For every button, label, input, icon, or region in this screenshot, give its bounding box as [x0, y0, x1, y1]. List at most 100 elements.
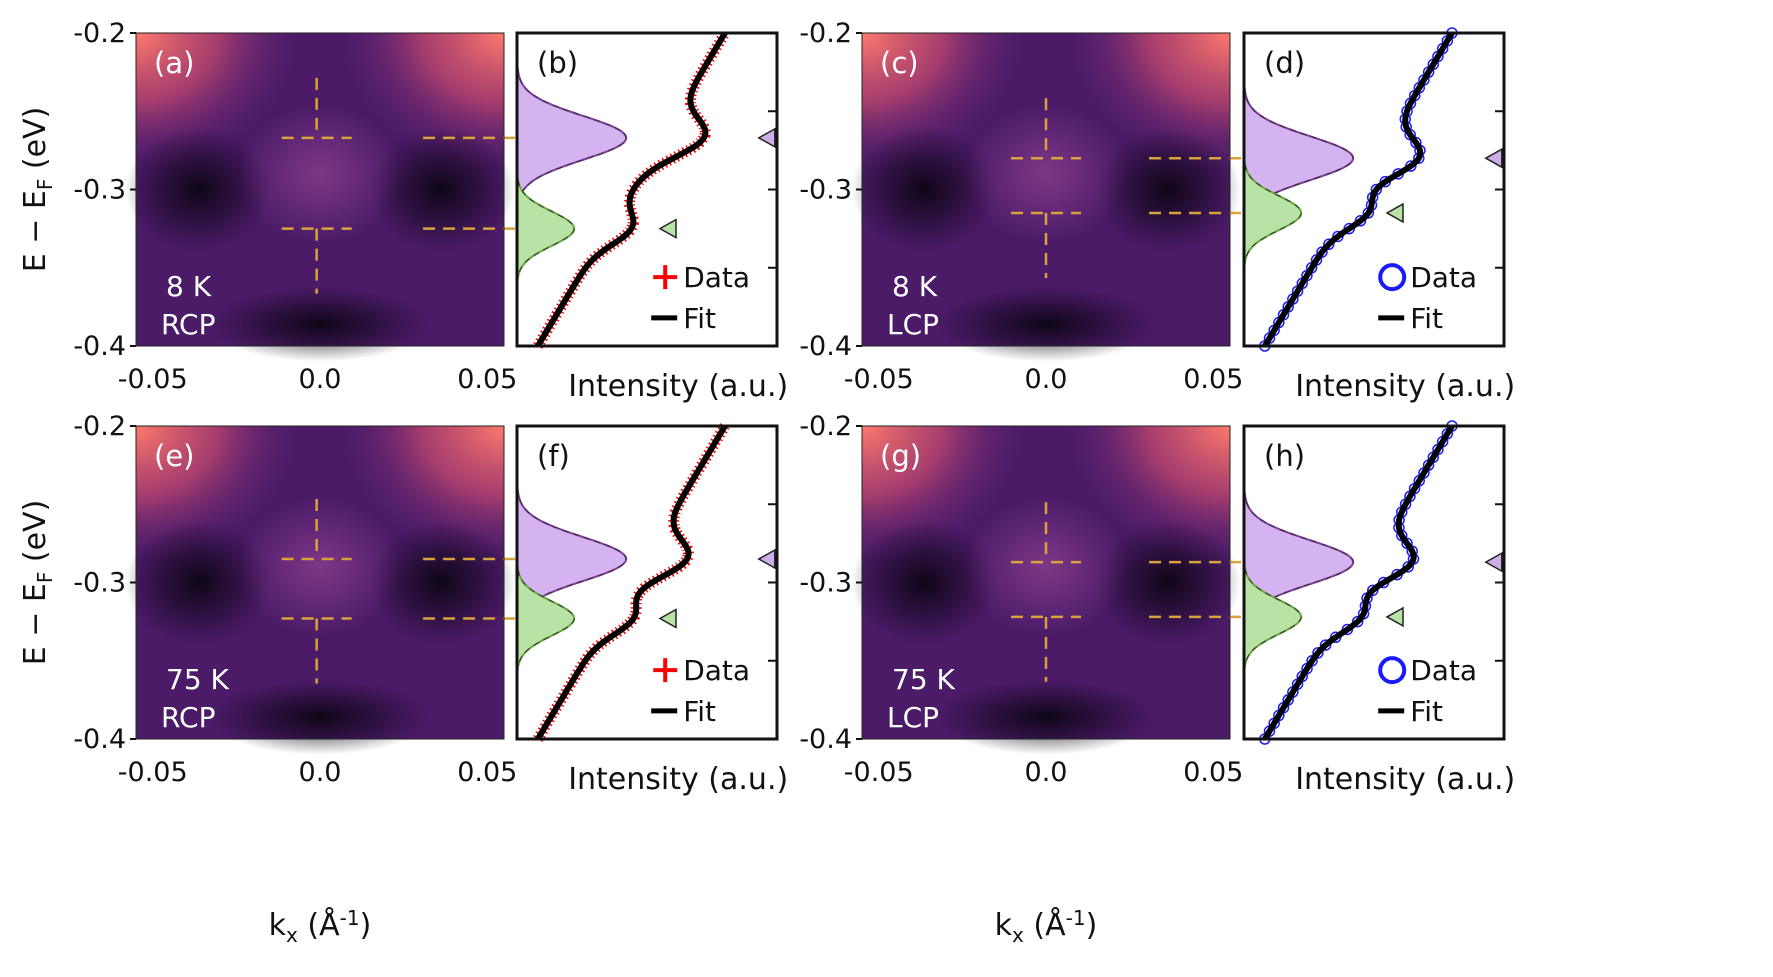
y-tick-label: -0.2 [73, 18, 126, 49]
y-tick-label: -0.2 [799, 411, 852, 442]
y-tick-label: -0.3 [799, 175, 852, 206]
legend-fit-label: Fit [1410, 302, 1443, 335]
peak-triangle-marker [658, 608, 677, 629]
band-crossing-glow [239, 497, 401, 636]
green-peak-fill [517, 548, 575, 689]
dark-region-left [124, 126, 273, 253]
band-crossing-glow [965, 104, 1127, 243]
edc-panel: (h) Data Fit Intensity (a.u.) [1242, 420, 1515, 797]
band-crossing-glow [239, 104, 401, 243]
purple-peak-fill [517, 67, 627, 209]
heatmap-panel: (c) 8 K LCP -0.2 -0.3 -0.4-0.05 0.0 0.05 [799, 18, 1350, 395]
y-axis-title: E − EF (eV) [18, 107, 57, 273]
x-tick-label: -0.05 [844, 364, 914, 395]
y-axis-title: E − EF (eV) [18, 500, 57, 666]
peak-triangle-marker [1484, 147, 1503, 169]
peak-triangle-marker [1385, 202, 1404, 224]
legend-fit-label: Fit [683, 302, 716, 335]
peak-triangle-marker [757, 548, 776, 570]
x-axis-title-intensity: Intensity (a.u.) [1295, 369, 1515, 404]
purple-peak-fill [517, 488, 627, 630]
data-marker [1323, 238, 1335, 251]
dark-region-left [850, 126, 999, 253]
green-peak-fill [517, 158, 575, 300]
fit-line [1262, 424, 1455, 741]
polarization-label: LCP [887, 701, 939, 734]
edc-panel: (f) Data Fit Intensity (a.u.) [515, 423, 788, 797]
legend-fit-label: Fit [683, 695, 716, 728]
y-tick-label: -0.2 [799, 18, 852, 49]
band-crossing-glow [965, 497, 1127, 636]
dark-region-left [850, 519, 999, 646]
x-axis-title: kx (Å-1) [269, 906, 372, 947]
y-tick-label: -0.4 [799, 724, 852, 755]
panel-label: (c) [880, 46, 919, 80]
x-tick-label: 0.05 [1183, 757, 1243, 788]
panel-label: (f) [537, 439, 570, 473]
legend-data-marker [1378, 656, 1407, 685]
panel-label: (h) [1264, 439, 1305, 473]
legend-data-label: Data [683, 261, 750, 294]
temperature-label: 75 K [166, 663, 230, 696]
peak-triangle-marker [1484, 551, 1503, 573]
x-axis-title-intensity: Intensity (a.u.) [568, 369, 788, 404]
x-tick-label: 0.05 [457, 364, 517, 395]
legend-data-marker [1378, 263, 1407, 292]
heatmap-panel: (e) 75 K RCP -0.2 -0.3 -0.4-0.05 0.0 0.05 [73, 411, 624, 788]
panel-label: (a) [154, 46, 194, 80]
y-tick-label: -0.3 [73, 568, 126, 599]
legend-data-label: Data [683, 654, 750, 687]
data-marker [1402, 561, 1414, 573]
y-tick-label: -0.3 [73, 175, 126, 206]
legend-data-label: Data [1410, 261, 1477, 294]
y-tick-label: -0.3 [799, 568, 852, 599]
y-tick-label: -0.4 [73, 331, 126, 362]
polarization-label: RCP [161, 308, 216, 341]
x-tick-label: 0.0 [1025, 757, 1068, 788]
fit-line [1262, 31, 1455, 348]
x-tick-label: 0.0 [1025, 364, 1068, 395]
polarization-label: LCP [887, 308, 939, 341]
fit-line [535, 424, 728, 741]
dark-region-left [124, 519, 273, 646]
x-axis-title: kx (Å-1) [995, 906, 1098, 947]
dark-region-right [1093, 126, 1242, 253]
panel-label: (g) [880, 439, 921, 473]
data-marker [1319, 639, 1332, 651]
dark-region-bottom [209, 679, 431, 755]
x-axis-title-intensity: Intensity (a.u.) [1295, 762, 1515, 797]
fit-line [535, 31, 728, 348]
peak-triangle-marker [1385, 606, 1404, 628]
panel-label: (e) [154, 439, 194, 473]
x-tick-label: 0.0 [299, 757, 342, 788]
green-peak-fill [1244, 142, 1302, 284]
legend-fit-label: Fit [1410, 695, 1443, 728]
temperature-label: 8 K [166, 270, 212, 303]
panel-label: (b) [537, 46, 578, 80]
x-tick-label: -0.05 [118, 364, 188, 395]
x-tick-label: 0.05 [457, 757, 517, 788]
purple-peak-fit [517, 67, 627, 209]
y-tick-label: -0.4 [799, 331, 852, 362]
x-tick-label: -0.05 [844, 757, 914, 788]
edc-panel: (d) Data Fit Intensity (a.u.) [1242, 27, 1515, 404]
x-tick-label: 0.05 [1183, 364, 1243, 395]
dark-region-right [367, 126, 516, 253]
dark-region-right [367, 519, 516, 646]
polarization-label: RCP [161, 701, 216, 734]
temperature-label: 8 K [892, 270, 938, 303]
green-peak-fill [1244, 546, 1302, 688]
edc-panel: (b) Data Fit Intensity (a.u.) [515, 30, 788, 404]
dark-region-bottom [209, 286, 431, 362]
panel-label: (d) [1264, 46, 1305, 80]
y-tick-label: -0.4 [73, 724, 126, 755]
peak-triangle-marker [658, 218, 677, 239]
dark-region-bottom [935, 679, 1157, 755]
edc-background [517, 33, 777, 346]
y-tick-label: -0.2 [73, 411, 126, 442]
heatmap-panel: (a) 8 K RCP -0.2 -0.3 -0.4-0.05 0.0 0.05 [73, 18, 624, 395]
dark-region-bottom [935, 286, 1157, 362]
x-axis-title-intensity: Intensity (a.u.) [568, 762, 788, 797]
data-marker [1312, 647, 1324, 659]
